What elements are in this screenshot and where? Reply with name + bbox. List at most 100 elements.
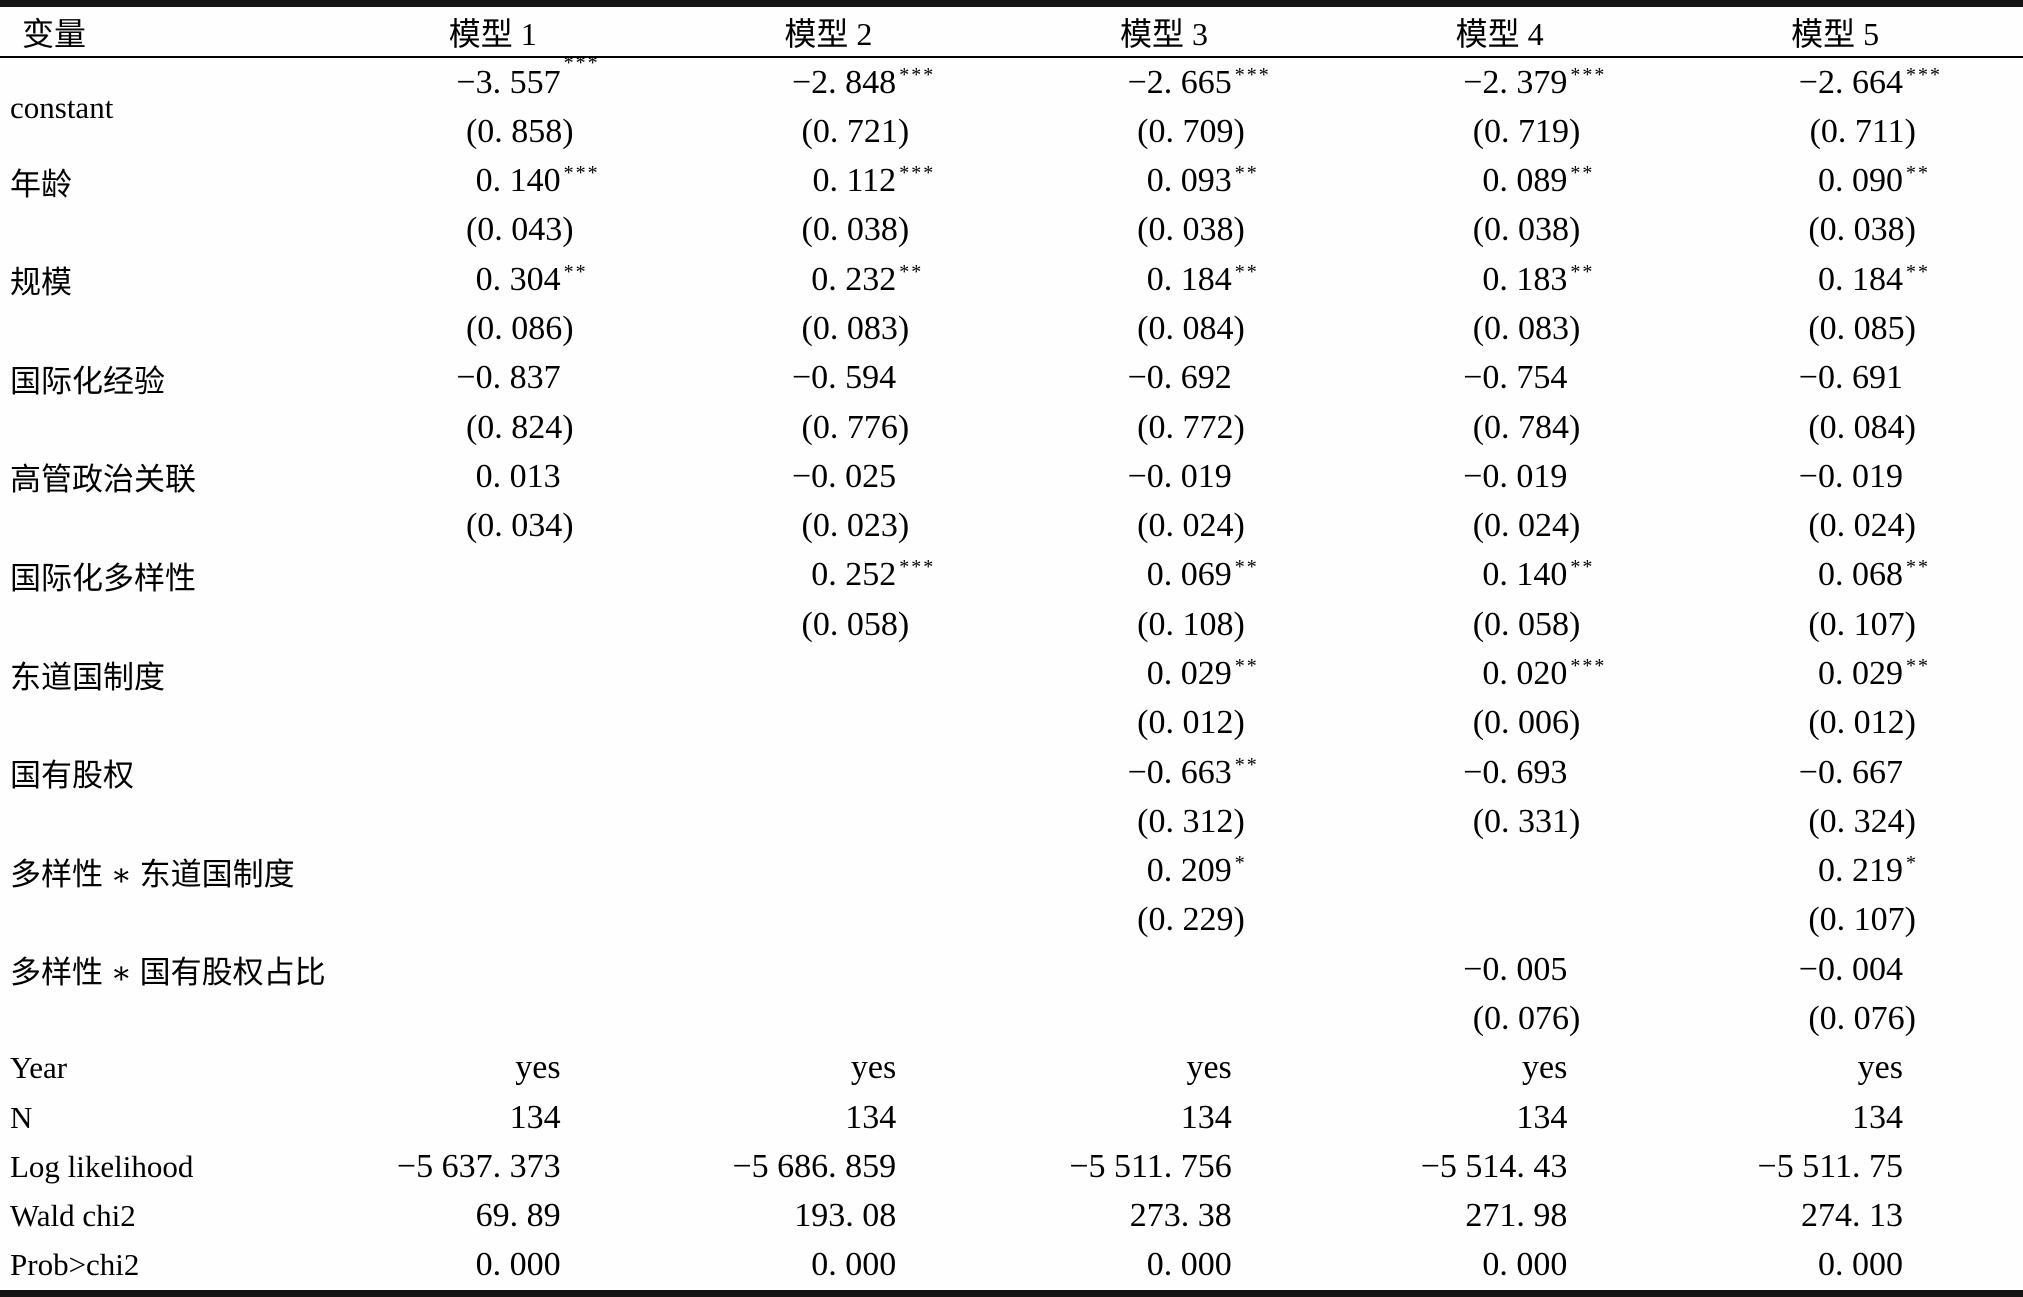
- model-column-header-5: 模型 5: [1791, 15, 1880, 52]
- variable-label: 国有股权: [10, 758, 134, 794]
- se-cell: (0. 038): [801, 211, 910, 249]
- coef-cell: −0. 019: [1127, 457, 1232, 495]
- variable-label: 东道国制度: [10, 659, 165, 695]
- stat-cell: 134: [509, 1098, 561, 1136]
- stat-cell: 0. 000: [1482, 1246, 1568, 1284]
- stat-cell: 271. 98: [1465, 1197, 1568, 1235]
- stat-row: Prob>chi2 0. 000 0. 000 0. 000 0. 000 0. 000: [0, 1241, 2023, 1290]
- se-cell: (0. 083): [1472, 310, 1581, 348]
- variable-label: constant: [10, 89, 114, 125]
- se-cell: (0. 012): [1808, 704, 1916, 742]
- se-cell: (0. 083): [801, 310, 910, 348]
- se-cell: (0. 076): [1808, 999, 1916, 1037]
- stat-cell: −5 637. 373: [396, 1147, 561, 1185]
- coef-cell: −0. 837: [456, 359, 561, 397]
- coef-cell: 0. 020 ***: [1482, 655, 1607, 693]
- stat-cell: 0. 000: [1146, 1246, 1232, 1284]
- se-row: (0. 034) (0. 023) (0. 024) (0. 024) (0. 024): [0, 502, 2023, 551]
- se-cell: (0. 024): [1472, 507, 1581, 545]
- coef-cell: −0. 005: [1463, 950, 1568, 988]
- coef-cell: 0. 184 **: [1146, 260, 1259, 298]
- se-cell: (0. 772): [1137, 408, 1245, 446]
- variable-label: 规模: [10, 265, 72, 301]
- coef-cell: 0. 232 **: [811, 260, 924, 298]
- se-cell: (0. 076): [1472, 999, 1581, 1037]
- coef-cell: 0. 090 **: [1817, 162, 1930, 200]
- coef-cell: −0. 667: [1798, 753, 1903, 791]
- variable-label: 多样性 ∗ 东道国制度: [10, 856, 295, 892]
- coef-cell: −0. 004: [1798, 950, 1903, 988]
- stat-cell: −5 686. 859: [732, 1147, 897, 1185]
- model-column-header-3: 模型 3: [1119, 15, 1208, 52]
- stat-cell: 193. 08: [794, 1197, 897, 1235]
- coef-cell: −0. 663 **: [1127, 753, 1259, 791]
- coef-row: 国有股权 −0. 663 ** −0. 693 −0. 667: [0, 748, 2023, 797]
- se-cell: (0. 023): [801, 507, 910, 545]
- coef-cell: 0. 209 *: [1146, 852, 1247, 890]
- table-body: constant −3. 557 *** −2. 848 *** −2. 665 *** −2…: [0, 51, 2023, 1290]
- stat-cell: yes: [1186, 1049, 1232, 1087]
- variable-label: 高管政治关联: [10, 462, 196, 498]
- coef-cell: 0. 304 **: [475, 260, 588, 298]
- coef-cell: −0. 754: [1463, 359, 1568, 397]
- se-cell: (0. 084): [1137, 310, 1245, 348]
- se-row: (0. 012) (0. 006) (0. 012): [0, 699, 2023, 748]
- stat-cell: 273. 38: [1129, 1197, 1232, 1235]
- coef-cell: 0. 219 *: [1817, 852, 1918, 890]
- coef-cell: −2. 379 ***: [1463, 63, 1607, 101]
- se-row: (0. 086) (0. 083) (0. 084) (0. 083) (0. 085): [0, 304, 2023, 353]
- stat-row: Log likelihood −5 637. 373 −5 686. 859 −5 5…: [0, 1142, 2023, 1191]
- stat-cell: 0. 000: [475, 1246, 561, 1284]
- stat-cell: 0. 000: [811, 1246, 897, 1284]
- variable-label: Year: [10, 1050, 68, 1086]
- coef-cell: 0. 089 **: [1482, 162, 1595, 200]
- stat-cell: 134: [1516, 1098, 1568, 1136]
- coef-cell: −2. 848 ***: [792, 63, 936, 101]
- variable-label: Log likelihood: [10, 1148, 194, 1184]
- se-cell: (0. 024): [1137, 507, 1245, 545]
- se-cell: (0. 107): [1808, 901, 1916, 939]
- se-cell: (0. 058): [1472, 605, 1581, 643]
- se-cell: (0. 085): [1808, 310, 1916, 348]
- stat-row: Wald chi2 69. 89 193. 08 273. 38 271. 98 274.…: [0, 1191, 2023, 1240]
- se-cell: (0. 034): [465, 507, 574, 545]
- stat-row: Year yes yes yes yes yes: [0, 1044, 2023, 1093]
- coef-row: 年龄 0. 140 *** 0. 112 *** 0. 093 ** 0. 089 ** 0. 0…: [0, 157, 2023, 206]
- coef-cell: 0. 112 ***: [812, 162, 936, 200]
- coef-cell: −3. 557 ***: [456, 51, 600, 101]
- se-cell: (0. 784): [1472, 408, 1581, 446]
- variable-label: 年龄: [10, 166, 72, 202]
- variable-label: Wald chi2: [10, 1198, 136, 1234]
- se-cell: (0. 719): [1472, 112, 1581, 150]
- coef-cell: 0. 184 **: [1817, 260, 1930, 298]
- coef-row: 东道国制度 0. 029 ** 0. 020 *** 0. 029 **: [0, 649, 2023, 698]
- coef-cell: −2. 664 ***: [1798, 63, 1942, 101]
- coef-cell: 0. 013: [475, 457, 561, 495]
- se-cell: (0. 229): [1137, 901, 1245, 939]
- se-cell: (0. 038): [1808, 211, 1916, 249]
- stat-cell: 0. 000: [1817, 1246, 1903, 1284]
- se-cell: (0. 108): [1137, 605, 1245, 643]
- coef-cell: −0. 691: [1798, 359, 1903, 397]
- variable-label: 国际化多样性: [10, 560, 196, 596]
- se-row: (0. 824) (0. 776) (0. 772) (0. 784) (0. 084): [0, 403, 2023, 452]
- se-cell: (0. 312): [1137, 802, 1245, 840]
- model-column-header-2: 模型 2: [784, 15, 873, 52]
- se-cell: (0. 012): [1137, 704, 1245, 742]
- se-cell: (0. 084): [1808, 408, 1916, 446]
- variable-label: Prob>chi2: [10, 1247, 140, 1283]
- se-cell: (0. 709): [1137, 112, 1245, 150]
- se-cell: (0. 086): [465, 310, 574, 348]
- se-cell: (0. 043): [465, 211, 574, 249]
- variable-column-header: 变量: [22, 15, 87, 52]
- coef-row: 多样性 ∗ 东道国制度 0. 209 * 0. 219 *: [0, 847, 2023, 896]
- se-row: (0. 312) (0. 331) (0. 324): [0, 797, 2023, 846]
- stat-cell: yes: [850, 1049, 897, 1087]
- se-cell: (0. 824): [465, 408, 574, 446]
- coef-cell: 0. 140 ***: [475, 162, 600, 200]
- coef-cell: −0. 594: [792, 359, 897, 397]
- stat-cell: −5 511. 756: [1069, 1147, 1232, 1185]
- stat-cell: 134: [1180, 1098, 1232, 1136]
- table-header-row: 变量 模型 1 模型 2 模型 3 模型 4 模型 5: [0, 7, 2023, 58]
